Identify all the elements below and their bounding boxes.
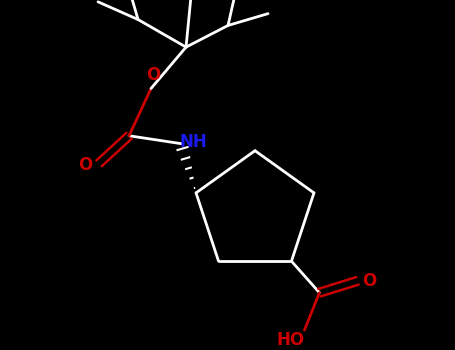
- Text: O: O: [146, 66, 160, 84]
- Text: O: O: [78, 156, 92, 174]
- Text: NH: NH: [179, 133, 207, 150]
- Text: O: O: [362, 272, 377, 290]
- Text: HO: HO: [276, 331, 304, 349]
